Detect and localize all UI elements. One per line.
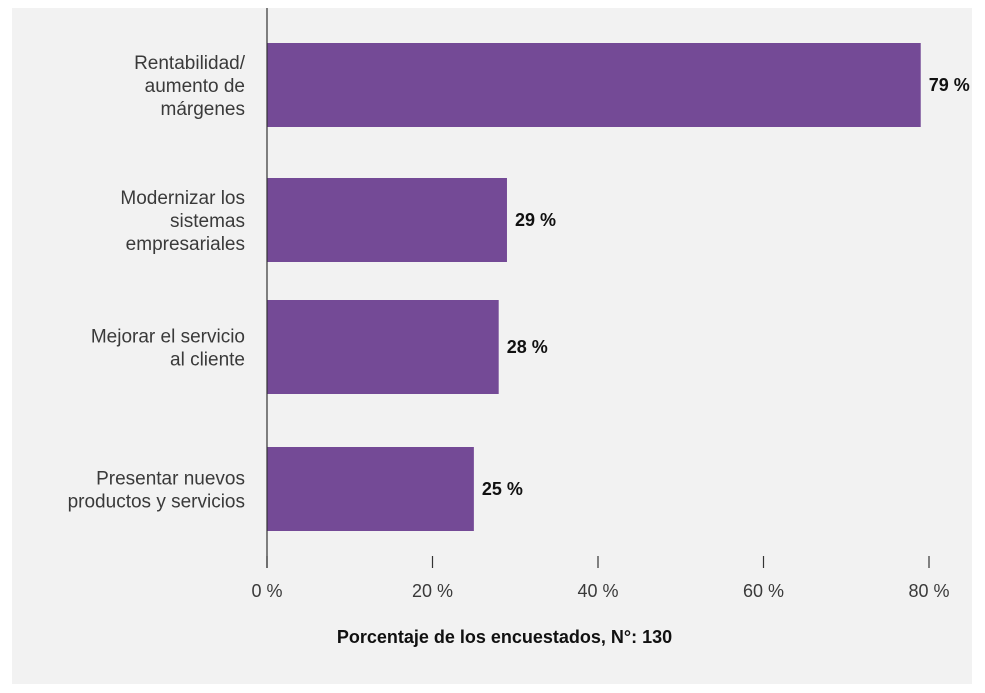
- category-label-1-line-2: aumento de: [145, 76, 245, 97]
- axis-layer: 0 % 20 % 40 % 60 % 80 %: [251, 8, 950, 601]
- value-label-3: 28 %: [507, 337, 548, 357]
- category-label-4: Presentar nuevos productos y servicios: [68, 469, 245, 513]
- value-label-1: 79 %: [929, 75, 970, 95]
- bar-1: [267, 43, 921, 127]
- category-label-3: Mejorar el servicio al cliente: [91, 327, 245, 371]
- x-tick-label-4: 60 %: [743, 581, 784, 601]
- labels-layer: 79 % Rentabilidad/aumento de márgenes 29 % M…: [68, 53, 970, 513]
- bar-3: [267, 300, 499, 394]
- category-label-2-line-2: sistemas: [170, 211, 245, 232]
- category-label-1-line-1: Rentabilidad/: [134, 53, 246, 74]
- category-label-3-line-2: al cliente: [170, 350, 245, 371]
- bars-layer: [267, 43, 921, 531]
- category-label-2: Modernizar los sistemas empresariales: [120, 188, 245, 255]
- chart-panel: 0 % 20 % 40 % 60 % 80 % 79 % Rentabilidad/aum…: [12, 8, 972, 684]
- bar-4: [267, 447, 474, 531]
- value-label-4: 25 %: [482, 479, 523, 499]
- x-tick-label-3: 40 %: [577, 581, 618, 601]
- value-label-2: 29 %: [515, 210, 556, 230]
- category-label-4-line-2: productos y servicios: [68, 492, 245, 513]
- category-label-2-line-1: Modernizar los: [120, 188, 245, 209]
- bar-chart: 0 % 20 % 40 % 60 % 80 % 79 % Rentabilidad/aum…: [68, 8, 970, 647]
- x-tick-label-2: 20 %: [412, 581, 453, 601]
- category-label-1-line-3: márgenes: [161, 99, 246, 120]
- category-label-3-line-1: Mejorar el servicio: [91, 327, 245, 348]
- category-label-2-line-3: empresariales: [126, 234, 245, 255]
- category-label-1: Rentabilidad/aumento de márgenes: [134, 53, 246, 120]
- x-axis-title: Porcentaje de los encuestados, N°: 130: [337, 627, 672, 647]
- x-tick-label-1: 0 %: [251, 581, 282, 601]
- x-tick-label-5: 80 %: [908, 581, 949, 601]
- bar-2: [267, 178, 507, 262]
- category-label-4-line-1: Presentar nuevos: [96, 469, 245, 490]
